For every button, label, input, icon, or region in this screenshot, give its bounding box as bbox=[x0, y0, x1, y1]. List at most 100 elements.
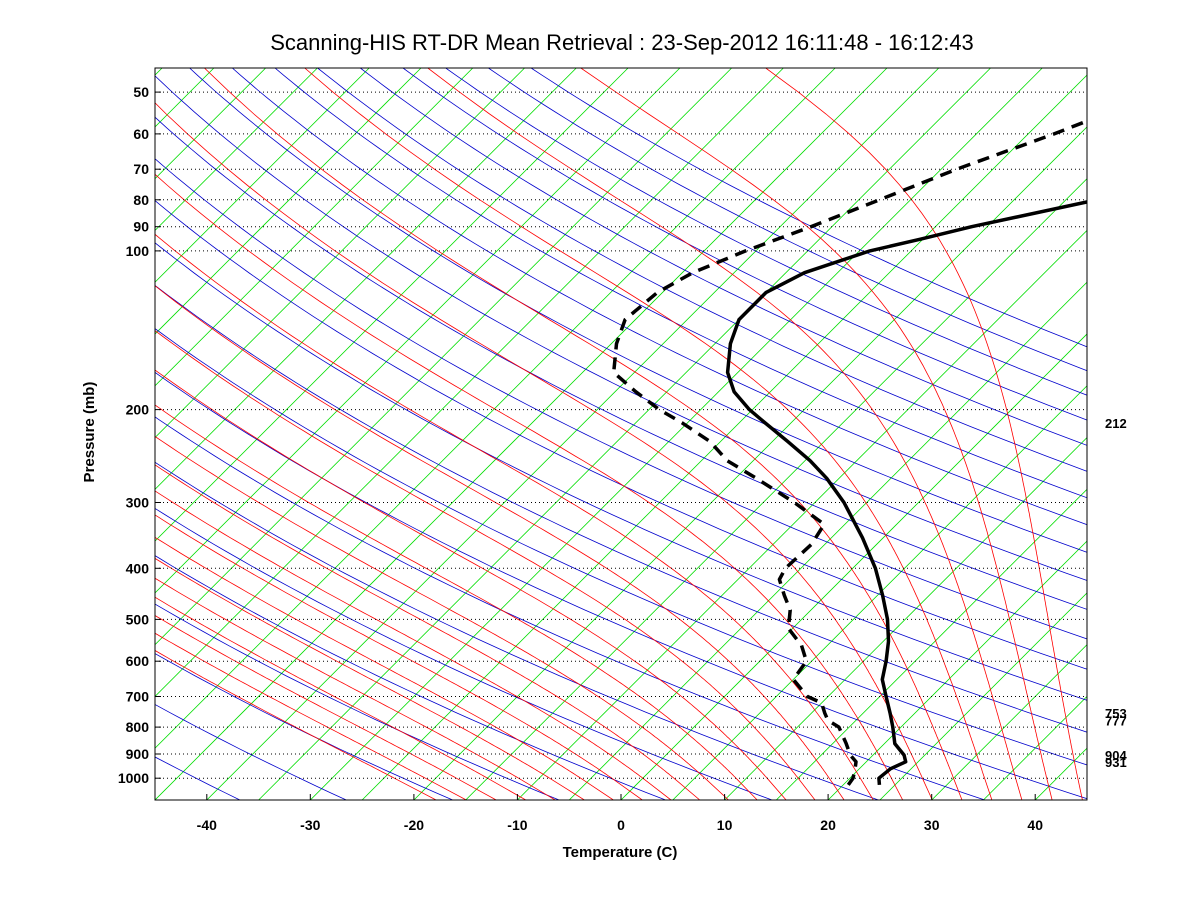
isotherm-line bbox=[983, 695, 1087, 800]
right-level-label: 753 bbox=[1105, 706, 1127, 721]
dry-adiabat-line bbox=[155, 653, 453, 800]
isotherm-line bbox=[931, 644, 1087, 800]
moist-adiabat-line bbox=[155, 102, 933, 800]
moist-adiabat-line bbox=[427, 68, 1023, 800]
moist-adiabat-line bbox=[155, 490, 672, 800]
isotherm-line bbox=[155, 68, 422, 335]
y-tick-label: 400 bbox=[126, 560, 150, 576]
isotherm-line bbox=[155, 68, 888, 800]
x-tick-label: 0 bbox=[617, 817, 625, 833]
moist-adiabat-line bbox=[155, 285, 845, 800]
right-level-label: 212 bbox=[1105, 416, 1127, 431]
isotherm-line bbox=[155, 68, 370, 283]
isotherm-line bbox=[1034, 747, 1087, 800]
plot-frame bbox=[154, 67, 1088, 801]
isotherm-line bbox=[0, 68, 59, 800]
moist-adiabat-line bbox=[155, 330, 816, 800]
background-lines bbox=[0, 68, 1200, 800]
moist-adiabat-line bbox=[155, 369, 787, 800]
dry-adiabat-line bbox=[155, 200, 1087, 670]
dry-adiabat-line bbox=[402, 68, 1087, 421]
moist-adiabat-line bbox=[155, 536, 614, 800]
y-tick-label: 90 bbox=[133, 219, 149, 235]
y-tick-label: 200 bbox=[126, 402, 150, 418]
dry-adiabat-line bbox=[155, 416, 985, 800]
isotherm-line bbox=[310, 68, 1043, 800]
dry-adiabat-line bbox=[155, 328, 1087, 766]
dry-adiabat-line bbox=[530, 68, 1087, 348]
y-tick-label: 100 bbox=[126, 243, 150, 259]
y-tick-label: 80 bbox=[133, 192, 149, 208]
y-tick-label: 600 bbox=[126, 653, 150, 669]
isotherm-line bbox=[568, 281, 1087, 800]
y-tick-label: 700 bbox=[126, 689, 150, 705]
dry-adiabat-line bbox=[155, 242, 1087, 701]
x-tick-label: 30 bbox=[924, 817, 940, 833]
y-axis-label: Pressure (mb) bbox=[81, 382, 98, 483]
isotherm-line bbox=[155, 68, 836, 749]
moist-adiabat-line bbox=[155, 577, 556, 800]
isotherm-line bbox=[206, 68, 940, 800]
moist-adiabat-line bbox=[765, 68, 1083, 800]
right-level-label: 904 bbox=[1105, 748, 1127, 763]
x-tick-label: -10 bbox=[507, 817, 527, 833]
moist-adiabat-line bbox=[155, 404, 758, 800]
y-tick-label: 50 bbox=[133, 84, 149, 100]
isotherm-line bbox=[620, 333, 1087, 800]
y-tick-label: 500 bbox=[126, 611, 150, 627]
dry-adiabat-line bbox=[155, 75, 1087, 581]
dry-adiabat-line bbox=[274, 68, 1087, 499]
dry-adiabat-line bbox=[155, 158, 1087, 640]
x-tick-label: 10 bbox=[717, 817, 733, 833]
y-axis-ticks: 50 60 70 80 90 100 200 300 400 500 600 700 800 900 100… bbox=[118, 84, 161, 786]
y-tick-label: 70 bbox=[133, 161, 149, 177]
isotherm-line bbox=[155, 68, 629, 542]
x-tick-label: -40 bbox=[197, 817, 217, 833]
isotherm-line bbox=[155, 68, 215, 128]
dry-adiabat-line bbox=[155, 284, 1087, 733]
dry-adiabat-line bbox=[488, 68, 1087, 372]
isotherm-line bbox=[776, 488, 1087, 800]
moist-adiabat-line bbox=[155, 464, 701, 800]
isotherm-line bbox=[155, 68, 318, 231]
isotherm-line bbox=[1139, 68, 1200, 800]
isotherm-line bbox=[155, 68, 474, 387]
isotherm-line bbox=[879, 592, 1087, 800]
moist-adiabat-line bbox=[304, 68, 993, 800]
dry-adiabat-line bbox=[155, 555, 666, 800]
isotherm-line bbox=[155, 68, 577, 490]
dry-adiabat-line bbox=[360, 68, 1087, 446]
moist-adiabat-line bbox=[155, 514, 643, 800]
x-axis-label: Temperature (C) bbox=[563, 844, 678, 861]
dry-adiabat-line bbox=[155, 116, 1087, 610]
isotherm-line bbox=[1086, 799, 1087, 800]
moist-adiabat-line bbox=[155, 233, 874, 800]
moist-adiabat-line bbox=[155, 435, 729, 800]
y-tick-label: 800 bbox=[126, 719, 150, 735]
dry-adiabat-line bbox=[155, 704, 347, 800]
isotherm-line bbox=[155, 68, 732, 646]
isotherm-line bbox=[0, 68, 7, 800]
moist-adiabat-line bbox=[155, 173, 904, 800]
y-tick-label: 900 bbox=[126, 746, 150, 762]
moist-adiabat-line bbox=[155, 632, 467, 800]
isotherm-line bbox=[517, 229, 1087, 800]
sounding-profiles bbox=[611, 119, 1087, 786]
dry-adiabat-line bbox=[155, 756, 241, 800]
moist-adiabat-line bbox=[155, 650, 437, 800]
moist-adiabat-line bbox=[155, 596, 526, 800]
right-level-label: 931 bbox=[1105, 755, 1127, 770]
isotherm-line bbox=[1191, 68, 1200, 800]
chart-title: Scanning-HIS RT-DR Mean Retrieval : 23-S… bbox=[270, 30, 974, 55]
dry-adiabat-line bbox=[155, 371, 1087, 800]
isotherm-line bbox=[155, 68, 681, 594]
moist-adiabat-line bbox=[155, 557, 585, 800]
y-tick-label: 60 bbox=[133, 126, 149, 142]
isotherm-line bbox=[672, 385, 1087, 800]
moist-adiabat-line bbox=[155, 615, 497, 800]
isotherm-line bbox=[465, 178, 1087, 800]
y-tick-label: 300 bbox=[126, 495, 150, 511]
dry-adiabat-line bbox=[155, 461, 879, 800]
y-tick-label: 1000 bbox=[118, 770, 149, 786]
